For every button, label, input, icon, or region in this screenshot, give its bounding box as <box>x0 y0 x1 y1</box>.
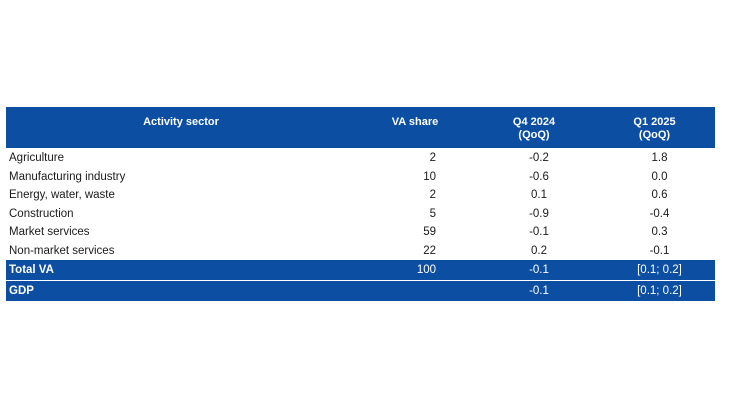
gdp-row: GDP -0.1 [0.1; 0.2] <box>6 280 715 301</box>
total-va-row: Total VA 100 -0.1 [0.1; 0.2] <box>6 260 715 281</box>
header-q4-qoq: (QoQ) <box>518 129 550 141</box>
row-q1: -0.4 <box>649 207 670 220</box>
header-va-share: VA share <box>356 107 474 148</box>
table-header: Activity sector VA share Q4 2024 (QoQ) Q1… <box>6 107 715 148</box>
row-q1: [0.1; 0.2] <box>594 260 715 281</box>
row-va-share: 59 <box>423 226 436 238</box>
table-row: Agriculture 2 -0.2 1.8 <box>6 148 715 168</box>
header-q1-period: Q1 2025 <box>633 116 676 128</box>
row-sector: Manufacturing industry <box>9 170 126 183</box>
row-q4: -0.9 <box>529 207 549 220</box>
row-q4: 0.1 <box>531 189 547 201</box>
table-row: Energy, water, waste 2 0.1 0.6 <box>6 186 715 205</box>
row-va-share <box>356 280 474 301</box>
row-va-share: 10 <box>423 170 436 183</box>
header-q4-2024: Q4 2024 (QoQ) <box>474 107 594 148</box>
header-row: Activity sector VA share Q4 2024 (QoQ) Q1… <box>6 107 715 148</box>
row-q4: -0.1 <box>474 280 594 301</box>
row-q1: 1.8 <box>651 152 668 164</box>
row-q1: 0.0 <box>651 170 668 183</box>
header-q4-period: Q4 2024 <box>512 116 556 128</box>
table-row: Non-market services 22 0.2 -0.1 <box>6 242 715 261</box>
row-q4: -0.6 <box>529 170 549 183</box>
header-q1-2025: Q1 2025 (QoQ) <box>594 107 715 148</box>
row-va-share: 100 <box>356 260 474 281</box>
row-sector: Total VA <box>6 260 356 281</box>
row-q4: 0.2 <box>531 244 547 257</box>
row-q4: -0.2 <box>529 152 549 164</box>
table-row: Manufacturing industry 10 -0.6 0.0 <box>6 168 715 187</box>
data-table: Activity sector VA share Q4 2024 (QoQ) Q1… <box>6 107 715 301</box>
header-q1-qoq: (QoQ) <box>638 129 671 141</box>
row-q1: -0.1 <box>649 244 670 257</box>
table-row: Market services 59 -0.1 0.3 <box>6 223 715 242</box>
row-sector: Energy, water, waste <box>9 189 115 201</box>
table-row: Construction 5 -0.9 -0.4 <box>6 205 715 224</box>
row-sector: Construction <box>9 207 74 220</box>
row-sector: Agriculture <box>9 152 64 164</box>
row-q1: 0.3 <box>651 226 668 238</box>
row-sector: Market services <box>9 226 90 238</box>
row-sector: Non-market services <box>9 244 115 257</box>
row-va-share: 5 <box>429 207 436 220</box>
row-va-share: 2 <box>429 152 436 164</box>
row-q4: -0.1 <box>474 260 594 281</box>
row-va-share: 22 <box>423 244 436 257</box>
row-q4: -0.1 <box>529 226 549 238</box>
row-sector: GDP <box>6 280 356 301</box>
row-q1: 0.6 <box>651 189 668 201</box>
row-q1: [0.1; 0.2] <box>594 280 715 301</box>
table-body: Agriculture 2 -0.2 1.8 Manufacturing ind… <box>6 148 715 301</box>
row-va-share: 2 <box>429 189 436 201</box>
header-activity-sector: Activity sector <box>6 107 356 148</box>
va-growth-table: Activity sector VA share Q4 2024 (QoQ) Q1… <box>6 107 715 301</box>
